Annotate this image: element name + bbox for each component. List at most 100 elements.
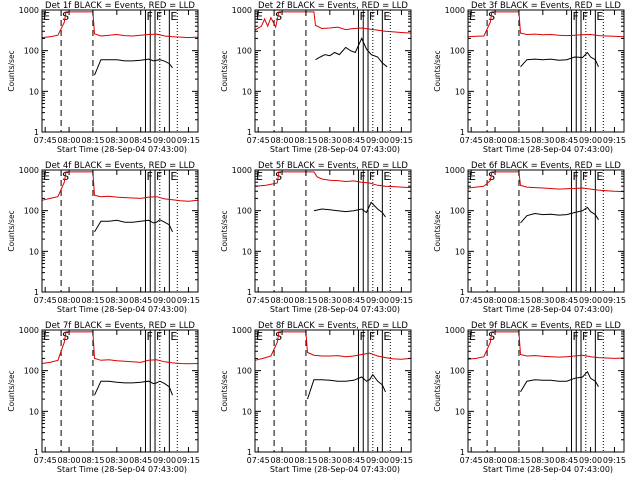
y-axis-label: Counts/sec <box>433 370 442 411</box>
events-series-line <box>315 37 388 68</box>
y-tick-label: 1 <box>460 448 465 457</box>
events-series-line <box>520 206 599 224</box>
x-axis-label: Start Time (28-Sep-04 07:43:00) <box>483 465 613 474</box>
time-marker-label: E <box>596 10 603 23</box>
chart-title: Det 7f BLACK = Events, RED = LLD <box>45 321 195 331</box>
x-tick-label: 08:45 <box>555 456 578 465</box>
x-tick-label: 09:15 <box>390 456 413 465</box>
x-axis-label: Start Time (28-Sep-04 07:43:00) <box>483 145 613 154</box>
events-series-line <box>94 219 173 233</box>
time-marker-label: F <box>359 170 365 183</box>
y-tick-label: 100 <box>450 367 465 376</box>
x-tick-label: 08:00 <box>484 136 507 145</box>
x-tick-label: 07:45 <box>34 296 57 305</box>
y-axis-label: Counts/sec <box>7 50 16 91</box>
y-tick-label: 1 <box>247 128 252 137</box>
x-tick-label: 09:00 <box>579 136 602 145</box>
y-tick-label: 100 <box>24 207 39 216</box>
plot-frame <box>41 9 199 133</box>
x-tick-label: 08:00 <box>484 296 507 305</box>
y-tick-label: 100 <box>450 207 465 216</box>
events-series-line <box>313 201 386 218</box>
x-tick-label: 08:30 <box>105 456 128 465</box>
x-tick-label: 09:15 <box>390 136 413 145</box>
events-series-line <box>94 380 173 396</box>
time-marker-label: E <box>170 10 177 23</box>
x-axis-label: Start Time (28-Sep-04 07:43:00) <box>57 465 187 474</box>
x-tick-label: 08:00 <box>58 296 81 305</box>
chart-title: Det 5f BLACK = Events, RED = LLD <box>258 161 408 171</box>
time-marker-label: F <box>146 330 152 343</box>
x-tick-label: 08:15 <box>294 136 317 145</box>
y-tick-label: 100 <box>24 367 39 376</box>
plot-frame <box>254 169 412 293</box>
x-tick-label: 08:30 <box>105 136 128 145</box>
time-marker-label: F <box>582 10 588 23</box>
time-marker-label: E <box>596 330 603 343</box>
time-marker-label: F <box>582 330 588 343</box>
time-marker-label: E <box>170 330 177 343</box>
time-marker-label: S <box>488 170 495 183</box>
y-tick-label: 1 <box>460 288 465 297</box>
x-tick-label: 08:45 <box>555 296 578 305</box>
x-tick-label: 07:45 <box>460 136 483 145</box>
time-marker-label: F <box>582 170 588 183</box>
events-series-line <box>520 51 599 68</box>
x-tick-label: 08:00 <box>271 296 294 305</box>
plot-frame <box>254 329 412 453</box>
time-marker-label: E <box>170 170 177 183</box>
x-axis-label: Start Time (28-Sep-04 07:43:00) <box>57 305 187 314</box>
plot-frame <box>41 329 199 453</box>
events-series-line <box>94 58 173 76</box>
x-tick-label: 09:00 <box>579 456 602 465</box>
y-tick-label: 10 <box>29 407 39 416</box>
time-marker-label: E <box>596 170 603 183</box>
x-axis-label: Start Time (28-Sep-04 07:43:00) <box>483 305 613 314</box>
x-tick-label: 08:30 <box>318 296 341 305</box>
x-tick-label: 08:45 <box>129 136 152 145</box>
time-marker-label: F <box>369 10 375 23</box>
y-tick-label: 1000 <box>19 166 39 175</box>
time-marker-label: E <box>469 10 476 23</box>
y-tick-label: 100 <box>450 47 465 56</box>
chart-title: Det 1f BLACK = Events, RED = LLD <box>45 1 195 11</box>
x-tick-label: 08:00 <box>484 456 507 465</box>
chart-title: Det 2f BLACK = Events, RED = LLD <box>258 1 408 11</box>
x-tick-label: 09:15 <box>603 456 626 465</box>
x-tick-label: 07:45 <box>460 296 483 305</box>
time-marker-label: E <box>43 170 50 183</box>
x-tick-label: 08:15 <box>81 296 104 305</box>
x-tick-label: 07:45 <box>247 296 270 305</box>
lld-series-line <box>41 11 199 39</box>
time-marker-label: E <box>256 330 263 343</box>
y-tick-label: 10 <box>242 247 252 256</box>
y-axis-label: Counts/sec <box>433 210 442 251</box>
y-tick-label: 1000 <box>232 6 252 15</box>
chart-title: Det 4f BLACK = Events, RED = LLD <box>45 161 195 171</box>
y-tick-label: 1000 <box>232 166 252 175</box>
plot-frame <box>254 9 412 133</box>
time-marker-label: E <box>256 10 263 23</box>
events-series-line <box>307 373 386 400</box>
time-marker-label: F <box>572 170 578 183</box>
time-marker-label: E <box>256 170 263 183</box>
y-tick-label: 1000 <box>19 6 39 15</box>
x-tick-label: 08:30 <box>531 296 554 305</box>
time-marker-label: F <box>572 330 578 343</box>
y-axis-label: Counts/sec <box>220 210 229 251</box>
time-marker-label: E <box>43 330 50 343</box>
x-tick-label: 08:15 <box>294 296 317 305</box>
x-tick-label: 07:45 <box>247 136 270 145</box>
x-axis-label: Start Time (28-Sep-04 07:43:00) <box>57 145 187 154</box>
time-marker-label: F <box>359 330 365 343</box>
lld-series-line <box>41 331 199 365</box>
x-tick-label: 08:45 <box>342 456 365 465</box>
x-tick-label: 09:00 <box>153 296 176 305</box>
plot-frame <box>41 169 199 293</box>
